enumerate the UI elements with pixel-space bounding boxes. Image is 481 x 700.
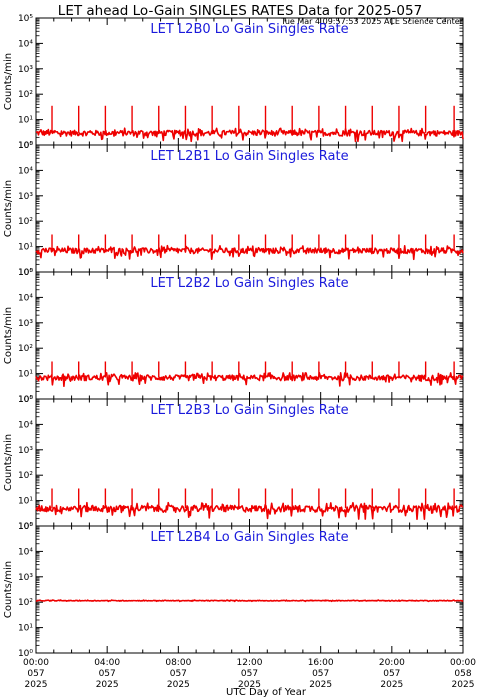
panel-title: LET L2B1 Lo Gain Singles Rate: [150, 149, 348, 164]
x-tick-year: 2025: [309, 680, 332, 690]
x-tick-time: 00:00: [450, 658, 476, 668]
x-tick-time: 12:00: [237, 658, 263, 668]
panel-l2b4: 10⁰ 10¹ 10² 10³ 10⁴ 10⁵ Counts/min LET L2B4 Lo …: [3, 522, 464, 659]
panel-l2b0: 10⁰ 10¹ 10² 10³ 10⁴ 10⁵ Counts/min LET L2B0 Lo …: [3, 14, 464, 151]
x-tick-year: 2025: [452, 680, 475, 690]
panel-title: LET L2B2 Lo Gain Singles Rate: [150, 276, 348, 291]
x-tick-time: 08:00: [165, 658, 191, 668]
x-tick-time: 00:00: [23, 658, 49, 668]
y-tick-label: 10¹: [18, 370, 33, 380]
series-line: [35, 127, 464, 143]
y-axis-title: Counts/min: [3, 434, 14, 491]
y-tick-label: 10⁰: [18, 649, 33, 659]
x-tick-time: 16:00: [308, 658, 334, 668]
y-tick-label: 10²: [18, 217, 33, 227]
x-tick-doy: 057: [170, 669, 187, 679]
x-tick-year: 2025: [167, 680, 190, 690]
y-tick-label: 10⁵: [18, 141, 33, 151]
y-tick-label: 10³: [18, 65, 33, 75]
x-tick-year: 2025: [96, 680, 119, 690]
x-tick-doy: 057: [99, 669, 116, 679]
y-tick-label: 10⁰: [18, 141, 33, 151]
y-tick-label: 10³: [18, 446, 33, 456]
panel-l2b1: 10⁰ 10¹ 10² 10³ 10⁴ 10⁵ Counts/min LET L2B1 Lo …: [3, 141, 464, 278]
x-tick-doy: 057: [312, 669, 329, 679]
y-tick-label: 10⁴: [18, 39, 33, 49]
x-tick-doy: 057: [27, 669, 44, 679]
y-tick-label: 10⁵: [18, 268, 33, 278]
y-tick-label: 10²: [18, 90, 33, 100]
series-line: [35, 371, 464, 388]
y-axis-title: Counts/min: [3, 561, 14, 618]
x-tick-time: 04:00: [94, 658, 120, 668]
x-tick-doy: 057: [241, 669, 258, 679]
y-tick-label: 10⁴: [18, 166, 33, 176]
y-tick-label: 10²: [18, 471, 33, 481]
y-tick-label: 10⁰: [18, 268, 33, 278]
y-tick-label: 10¹: [18, 243, 33, 253]
x-tick-doy: 057: [383, 669, 400, 679]
y-tick-label: 10³: [18, 573, 33, 583]
y-tick-label: 10⁵: [18, 395, 33, 405]
panel-l2b3: 10⁰ 10¹ 10² 10³ 10⁴ 10⁵ Counts/min LET L2B3 Lo …: [3, 395, 464, 532]
y-tick-label: 10⁰: [18, 395, 33, 405]
y-axis-title: Counts/min: [3, 307, 14, 364]
y-axis-title: Counts/min: [3, 53, 14, 110]
y-axis-title: Counts/min: [3, 180, 14, 237]
x-axis-labels: 00:00057202504:00057202508:00057202512:0…: [23, 658, 476, 690]
y-tick-label: 10⁵: [18, 14, 33, 24]
x-tick-doy: 058: [454, 669, 471, 679]
y-tick-label: 10⁴: [18, 547, 33, 557]
series-line: [35, 599, 464, 603]
y-tick-label: 10³: [18, 192, 33, 202]
series-line: [35, 244, 464, 261]
y-tick-label: 10⁵: [18, 522, 33, 532]
timestamp: Tue Mar 4 09:57:53 2025 ACE Science Cent…: [280, 17, 464, 26]
y-tick-label: 10¹: [18, 624, 33, 634]
panel-title: LET L2B4 Lo Gain Singles Rate: [150, 530, 348, 545]
y-tick-label: 10¹: [18, 497, 33, 507]
x-tick-time: 20:00: [379, 658, 405, 668]
plot-frame: [35, 525, 464, 654]
y-tick-label: 10³: [18, 319, 33, 329]
series-line: [35, 501, 464, 521]
panel-l2b2: 10⁰ 10¹ 10² 10³ 10⁴ 10⁵ Counts/min LET L2B2 Lo …: [3, 268, 464, 405]
x-tick-year: 2025: [238, 680, 261, 690]
y-tick-label: 10²: [18, 598, 33, 608]
panel-title: LET L2B3 Lo Gain Singles Rate: [150, 403, 348, 418]
panel-title: LET L2B0 Lo Gain Singles Rate: [150, 22, 348, 37]
y-tick-label: 10⁴: [18, 293, 33, 303]
x-axis-title: UTC Day of Year: [226, 687, 307, 698]
y-tick-label: 10¹: [18, 116, 33, 126]
figure-title: LET ahead Lo-Gain SINGLES RATES Data for…: [58, 3, 422, 19]
x-tick-year: 2025: [25, 680, 48, 690]
y-tick-label: 10⁰: [18, 522, 33, 532]
y-tick-label: 10²: [18, 344, 33, 354]
y-tick-label: 10⁴: [18, 420, 33, 430]
x-tick-year: 2025: [380, 680, 403, 690]
